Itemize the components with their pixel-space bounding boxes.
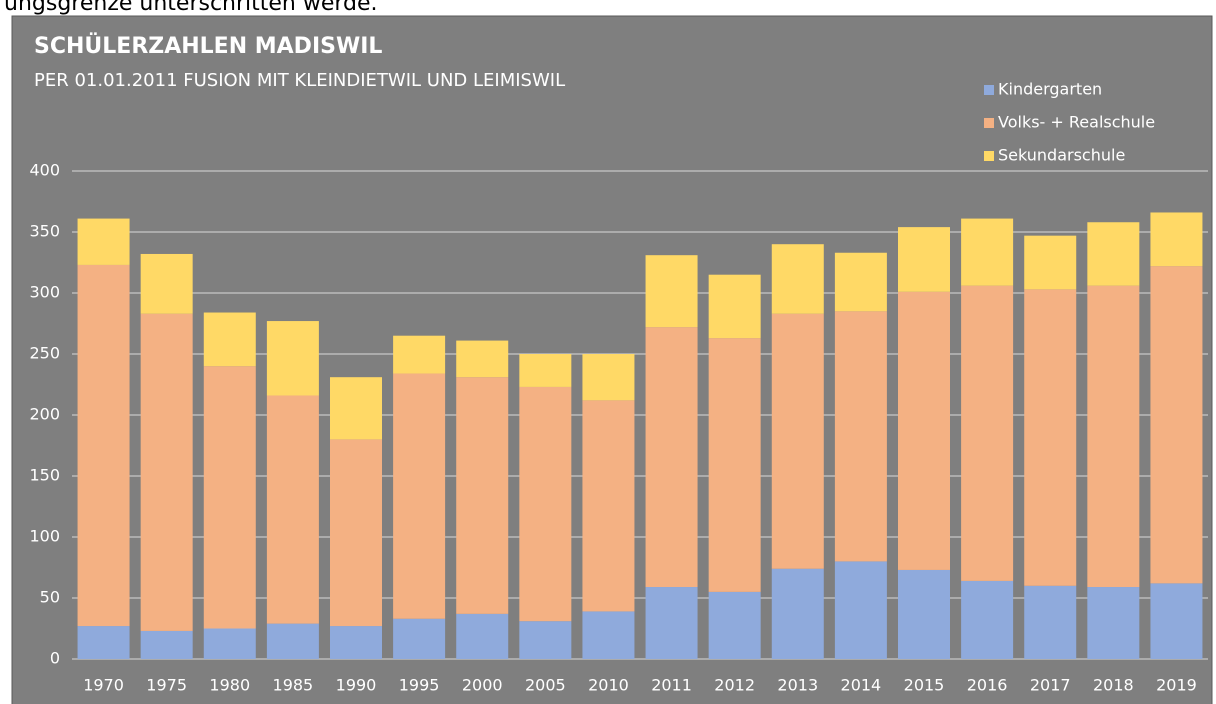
bar-segment <box>834 252 887 312</box>
y-tick-label: 150 <box>29 466 60 485</box>
bar-segment <box>771 244 824 314</box>
bar-segment <box>140 630 193 659</box>
chart-subtitle: PER 01.01.2011 FUSION MIT KLEINDIETWIL U… <box>34 70 565 91</box>
x-tick-label: 2019 <box>1156 676 1197 695</box>
y-tick-label: 300 <box>29 283 60 302</box>
y-tick-label: 100 <box>29 527 60 546</box>
header-text: ungsgrenze unterschritten werde. <box>4 0 378 16</box>
x-tick-label: 2017 <box>1030 676 1071 695</box>
bar-segment <box>266 395 319 624</box>
bar-segment <box>203 312 256 367</box>
bar-segment <box>266 623 319 659</box>
chart-title: SCHÜLERZAHLEN MADISWIL <box>34 33 382 59</box>
y-tick-label: 50 <box>40 588 60 607</box>
x-tick-label: 2018 <box>1093 676 1134 695</box>
legend-swatch <box>984 85 994 95</box>
bar-segment <box>519 621 572 659</box>
bar-segment <box>330 626 382 659</box>
bar-segment <box>1024 235 1077 290</box>
x-tick-label: 2013 <box>777 676 818 695</box>
legend-swatch <box>984 151 994 161</box>
bar-segment <box>140 253 193 314</box>
bar-segment <box>77 264 130 627</box>
bar-segment <box>645 255 698 328</box>
bar-segment <box>519 354 572 387</box>
x-tick-label: 1970 <box>83 676 124 695</box>
y-tick-label: 200 <box>29 405 60 424</box>
bar-segment <box>898 291 950 570</box>
bar-segment <box>582 611 635 659</box>
bar-segment <box>330 439 382 627</box>
x-tick-label: 2011 <box>651 676 692 695</box>
bar-segment <box>961 285 1014 581</box>
bar-segment <box>771 313 824 569</box>
bar-segment <box>1024 289 1077 586</box>
x-tick-label: 1975 <box>146 676 187 695</box>
bar-segment <box>456 613 509 659</box>
x-tick-label: 2016 <box>967 676 1008 695</box>
bar-segment <box>393 618 446 659</box>
y-tick-label: 250 <box>29 344 60 363</box>
bar-segment <box>393 373 446 619</box>
legend-swatch <box>984 118 994 128</box>
bar-segment <box>771 568 824 659</box>
x-tick-label: 1990 <box>336 676 377 695</box>
legend-label: Kindergarten <box>998 80 1102 99</box>
bar-segment <box>456 340 509 378</box>
bar-segment <box>898 569 950 659</box>
bar-segment <box>708 591 761 659</box>
bar-segment <box>961 218 1014 286</box>
bar-segment <box>203 628 256 659</box>
x-tick-label: 2005 <box>525 676 566 695</box>
x-tick-label: 2015 <box>904 676 945 695</box>
bar-segment <box>834 561 887 659</box>
bar-segment <box>330 377 382 440</box>
legend-label: Volks- + Realschule <box>998 113 1155 132</box>
x-tick-label: 1995 <box>399 676 440 695</box>
bar-segment <box>1087 285 1140 588</box>
x-tick-label: 2000 <box>462 676 503 695</box>
bar-segment <box>1087 587 1140 659</box>
y-tick-label: 0 <box>50 649 60 668</box>
bar-segment <box>898 227 950 292</box>
bar-segment <box>708 274 761 339</box>
y-tick-label: 400 <box>29 161 60 180</box>
bar-segment <box>519 386 572 622</box>
bar-segment <box>456 377 509 614</box>
bar-segment <box>582 400 635 612</box>
bar-segment <box>77 626 130 659</box>
bar-segment <box>1150 212 1203 267</box>
bar-segment <box>1087 222 1140 286</box>
x-tick-label: 2010 <box>588 676 629 695</box>
x-tick-label: 2014 <box>841 676 882 695</box>
bar-segment <box>582 354 635 401</box>
x-tick-label: 2012 <box>714 676 755 695</box>
x-tick-label: 1980 <box>209 676 250 695</box>
bar-segment <box>645 587 698 659</box>
bar-segment <box>1024 585 1077 659</box>
bar-segment <box>140 313 193 631</box>
y-tick-label: 350 <box>29 222 60 241</box>
bar-segment <box>1150 583 1203 659</box>
bar-segment <box>1150 266 1203 584</box>
x-tick-label: 1985 <box>273 676 314 695</box>
bar-segment <box>834 311 887 562</box>
bar-segment <box>961 580 1014 659</box>
bar-segment <box>266 321 319 396</box>
bar-segment <box>203 366 256 629</box>
bar-segment <box>77 218 130 265</box>
bar-segment <box>645 327 698 588</box>
legend-label: Sekundarschule <box>998 146 1125 165</box>
bar-segment <box>393 335 446 374</box>
bar-segment <box>708 338 761 592</box>
